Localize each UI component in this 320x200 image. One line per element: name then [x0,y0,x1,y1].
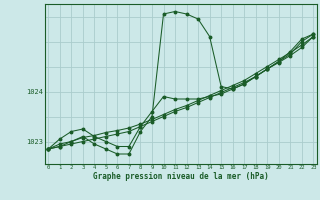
X-axis label: Graphe pression niveau de la mer (hPa): Graphe pression niveau de la mer (hPa) [93,172,269,181]
